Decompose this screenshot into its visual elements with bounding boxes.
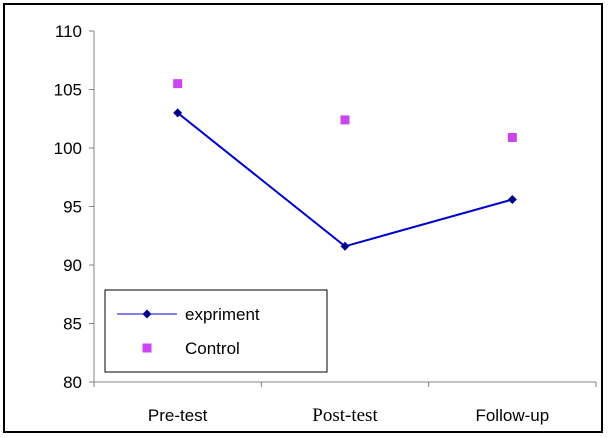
data-point-diamond xyxy=(340,241,350,251)
legend-swatch-diamond xyxy=(142,309,152,319)
series-expriment xyxy=(173,108,517,251)
data-point-square xyxy=(340,115,350,125)
y-tick-label: 100 xyxy=(54,139,82,158)
series-line xyxy=(177,112,513,248)
series-control xyxy=(173,79,517,142)
data-point-diamond xyxy=(173,108,183,118)
y-tick-label: 80 xyxy=(63,373,82,392)
y-ticks: 80 85 90 95 100 105 110 xyxy=(54,22,597,392)
y-tick-label: 110 xyxy=(55,22,82,41)
legend: expriment Control xyxy=(104,289,328,373)
x-categories: Pre-test Post-test Follow-up xyxy=(148,405,549,426)
y-tick-label: 95 xyxy=(63,198,82,217)
y-tick-label: 105 xyxy=(54,81,82,100)
data-point-square xyxy=(507,132,517,142)
legend-box xyxy=(104,289,328,373)
x-category-label: Follow-up xyxy=(475,406,549,425)
y-tick-label: 90 xyxy=(63,256,82,275)
x-category-label: Post-test xyxy=(312,405,378,426)
legend-swatch-square xyxy=(142,343,152,353)
series-group xyxy=(173,79,517,251)
legend-label: expriment xyxy=(185,305,260,324)
y-tick-label: 85 xyxy=(63,315,82,334)
data-point-diamond xyxy=(507,194,517,204)
x-category-label: Pre-test xyxy=(148,406,208,425)
legend-label: Control xyxy=(185,339,240,358)
data-point-square xyxy=(173,79,183,89)
